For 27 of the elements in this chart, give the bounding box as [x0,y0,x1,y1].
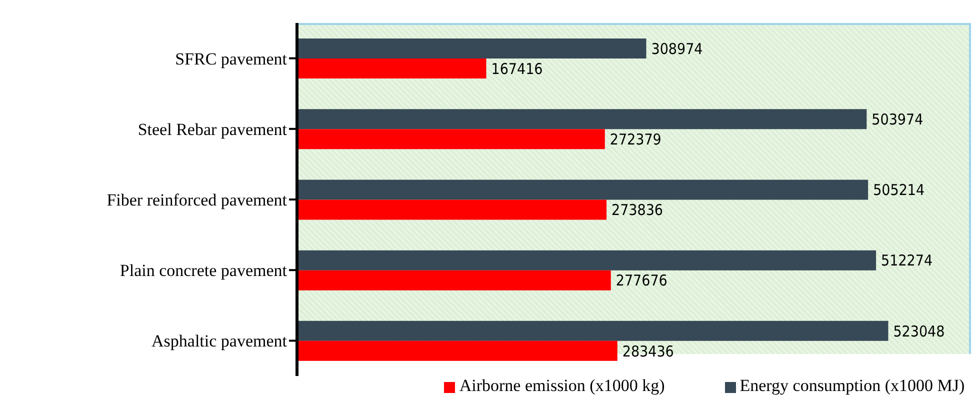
legend-label: Energy consumption (x1000 MJ) [740,376,965,395]
bar [297,38,646,59]
legend-label: Airborne emission (x1000 kg) [459,376,665,395]
bar [297,180,868,200]
bar [297,340,618,361]
y-tick-label: Plain concrete pavement [120,261,288,280]
data-label: 277676 [616,272,668,290]
bar [297,109,867,130]
y-tick-label: SFRC pavement [175,49,288,68]
y-tick-label: Asphaltic pavement [152,332,288,351]
bar [297,320,888,341]
data-label: 503974 [872,110,924,128]
bar [297,129,605,150]
data-label: 273836 [612,201,664,220]
y-tick-label: Fiber reinforced pavement [106,190,288,210]
bar [297,200,607,220]
data-label: 272379 [610,130,662,148]
data-label: 283436 [622,342,674,360]
bar [297,270,611,290]
bar [297,58,486,79]
data-label: 523048 [893,322,945,340]
data-label: 167416 [491,60,543,78]
data-label: 505214 [873,181,925,200]
y-tick-label: Steel Rebar pavement [138,120,288,139]
data-label: 512274 [881,252,933,270]
data-label: 308974 [651,40,703,58]
bar [297,250,876,270]
